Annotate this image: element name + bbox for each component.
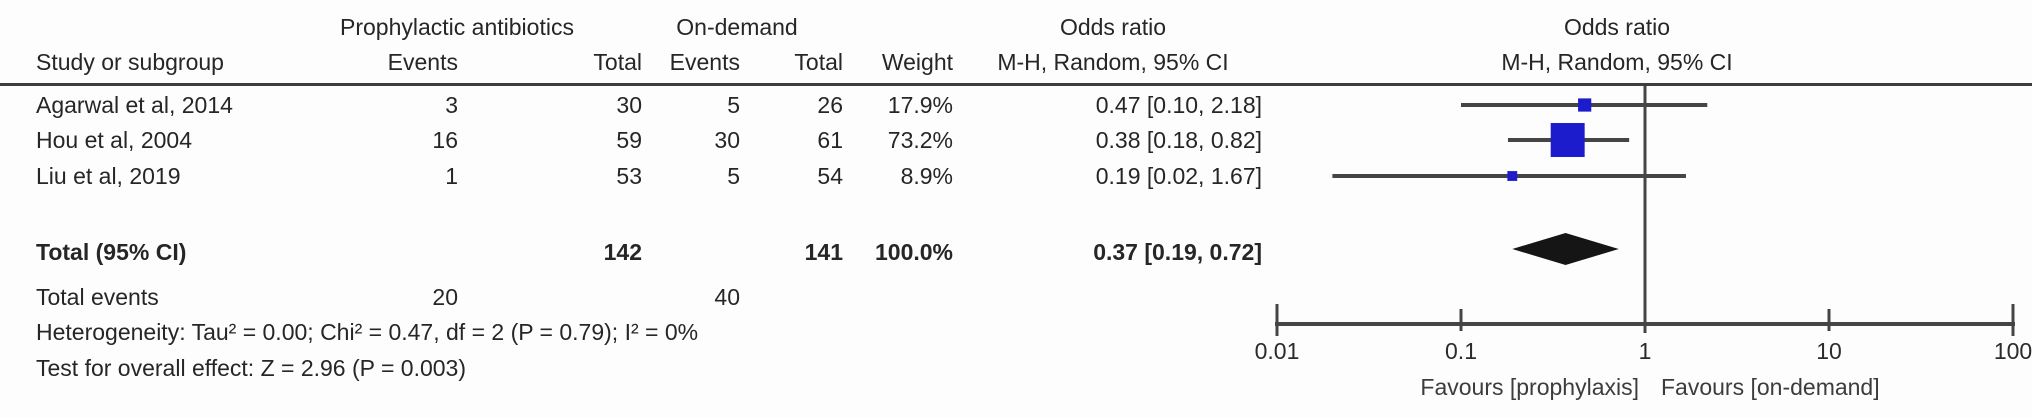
total-label: Total (95% CI) xyxy=(36,239,187,265)
total-events-label: Total events xyxy=(36,284,159,310)
or-column-title: Odds ratio xyxy=(1059,14,1167,40)
axis-tick-label: 1 xyxy=(1638,338,1652,364)
or-column-subtitle: M-H, Random, 95% CI xyxy=(997,49,1229,75)
total-events2-value: 40 xyxy=(714,284,740,310)
events2-value: 5 xyxy=(727,92,740,118)
study-column-header: Study or subgroup xyxy=(36,49,224,75)
weight-value: 17.9% xyxy=(887,92,953,118)
total2-sum: 141 xyxy=(804,239,843,265)
group2-header: On-demand xyxy=(676,14,798,40)
favours-left-label: Favours [prophylaxis] xyxy=(1420,374,1639,400)
total2-column-header: Total xyxy=(794,49,843,75)
summary-ci-text: 0.37 [0.19, 0.72] xyxy=(1093,239,1262,265)
events1-column-header: Events xyxy=(387,49,458,75)
group1-header: Prophylactic antibiotics xyxy=(340,14,574,40)
weight-value: 73.2% xyxy=(887,127,953,153)
plot-subtitle: M-H, Random, 95% CI xyxy=(1501,49,1733,75)
total1-value: 30 xyxy=(616,92,642,118)
total2-value: 26 xyxy=(817,92,843,118)
plot-title: Odds ratio xyxy=(1563,14,1671,40)
events1-value: 3 xyxy=(445,92,458,118)
favours-right-label: Favours [on-demand] xyxy=(1661,374,1880,400)
weight-column-header: Weight xyxy=(881,49,953,75)
events1-value: 1 xyxy=(445,163,458,189)
axis-tick-label: 10 xyxy=(1816,338,1842,364)
total2-value: 61 xyxy=(817,127,843,153)
ci-text: 0.19 [0.02, 1.67] xyxy=(1095,163,1262,189)
weight-value: 8.9% xyxy=(900,163,953,189)
axis-tick-label: 0.01 xyxy=(1254,338,1300,364)
total2-value: 54 xyxy=(817,163,843,189)
header-divider xyxy=(0,83,2032,86)
overall-effect-text: Test for overall effect: Z = 2.96 (P = 0… xyxy=(36,355,466,381)
or-square xyxy=(1550,123,1585,157)
total1-value: 53 xyxy=(616,163,642,189)
study-name: Hou et al, 2004 xyxy=(36,127,193,153)
axis-tick-label: 100 xyxy=(1993,338,2032,364)
heterogeneity-text: Heterogeneity: Tau² = 0.00; Chi² = 0.47,… xyxy=(36,319,699,345)
total1-value: 59 xyxy=(616,127,642,153)
study-name: Agarwal et al, 2014 xyxy=(36,92,233,118)
events2-value: 30 xyxy=(714,127,740,153)
events1-value: 16 xyxy=(432,127,458,153)
total-events1-value: 20 xyxy=(432,284,458,310)
weight-sum: 100.0% xyxy=(874,239,953,265)
study-name: Liu et al, 2019 xyxy=(36,163,181,189)
summary-diamond xyxy=(1512,233,1619,265)
or-square xyxy=(1578,98,1592,112)
events2-column-header: Events xyxy=(669,49,740,75)
ci-text: 0.38 [0.18, 0.82] xyxy=(1095,127,1262,153)
or-square xyxy=(1507,171,1518,181)
axis-tick-label: 0.1 xyxy=(1445,338,1477,364)
events2-value: 5 xyxy=(727,163,740,189)
total1-column-header: Total xyxy=(593,49,642,75)
ci-text: 0.47 [0.10, 2.18] xyxy=(1095,92,1262,118)
total1-sum: 142 xyxy=(603,239,642,265)
